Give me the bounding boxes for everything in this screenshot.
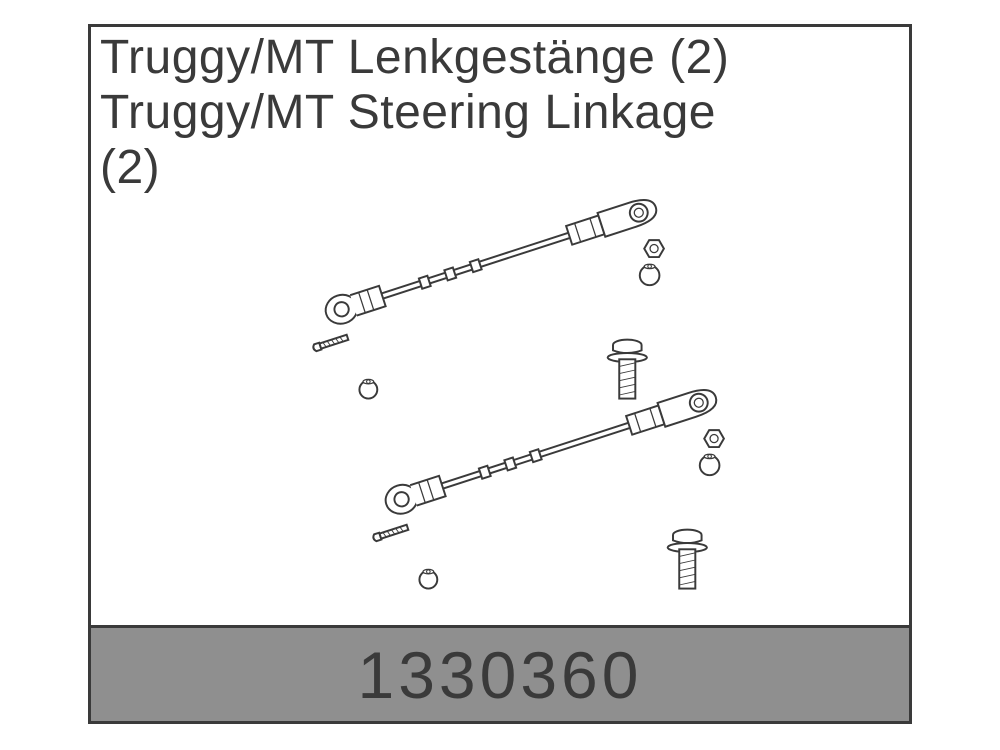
title-block: Truggy/MT Lenkgestänge (2) Truggy/MT Ste… [100,30,900,196]
diagram-area [88,175,912,625]
part-number: 1330360 [358,637,643,713]
part-number-box: 1330360 [91,625,909,721]
title-line-1: Truggy/MT Lenkgestänge (2) [100,30,900,85]
title-line-2: Truggy/MT Steering Linkage [100,85,900,140]
